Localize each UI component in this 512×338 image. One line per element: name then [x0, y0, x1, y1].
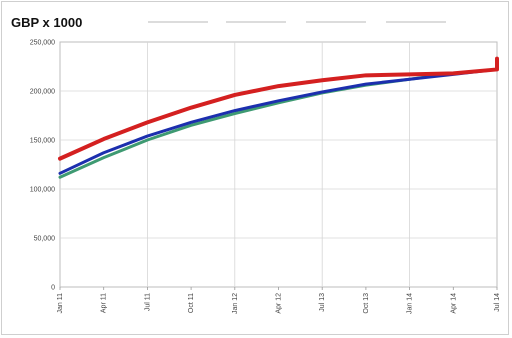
y-tick-label: 150,000	[30, 138, 55, 145]
x-tick-label: Jan 14	[407, 293, 414, 314]
y-tick-label: 200,000	[30, 89, 55, 96]
x-tick-label: Apr 14	[450, 293, 457, 314]
chart-title: GBP x 1000	[11, 15, 83, 30]
x-tick-label: Jul 11	[144, 293, 151, 311]
series-lines	[58, 56, 499, 179]
x-axis: Jan 11 Apr 11 Jul 11 Oct 11 Jan 12 Apr 12 Jul …	[57, 287, 501, 314]
x-tick-label: Oct 13	[363, 293, 370, 314]
x-tick-label: Jul 13	[319, 293, 326, 312]
grid	[60, 42, 497, 287]
y-tick-label: 250,000	[30, 40, 55, 47]
y-tick-label: 0	[51, 285, 55, 292]
y-tick-label: 50,000	[34, 236, 56, 243]
x-tick-label: Oct 11	[188, 293, 195, 313]
x-tick-label: Apr 11	[101, 293, 108, 313]
y-tick-label: 100,000	[30, 187, 55, 194]
series-line	[58, 56, 499, 161]
x-tick-label: Jan 11	[57, 293, 64, 314]
plot-area	[59, 41, 498, 288]
x-tick-label: Jul 14	[494, 293, 501, 312]
x-tick-label: Jan 12	[232, 293, 239, 314]
plot-background	[59, 41, 498, 288]
y-axis: 0 50,000 100,000 150,000 200,000 250,000	[30, 40, 55, 292]
x-tick-label: Apr 12	[276, 293, 283, 314]
